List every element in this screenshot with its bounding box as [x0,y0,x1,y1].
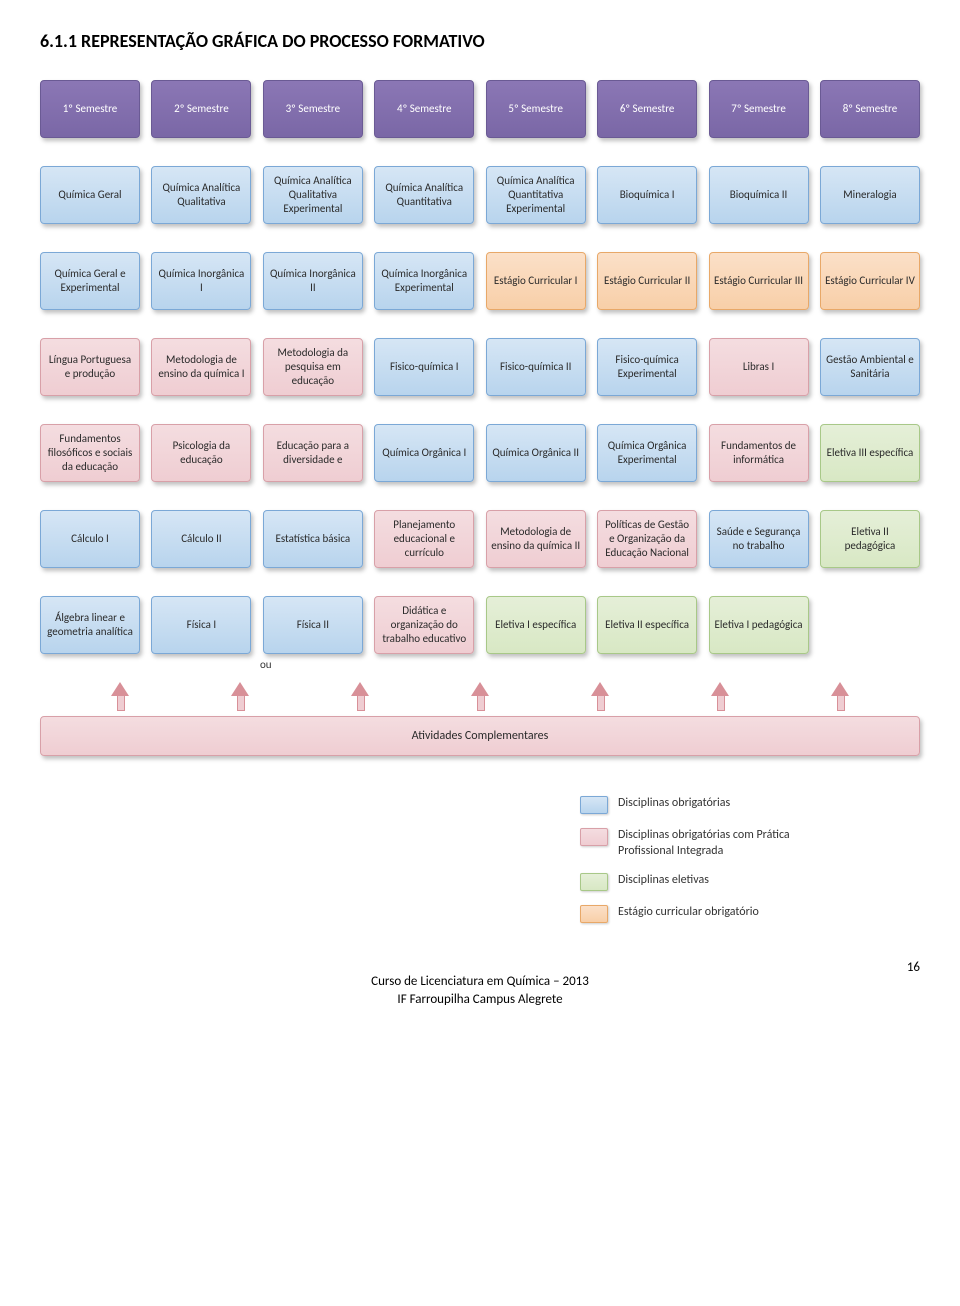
course-box: Bioquímica II [709,166,809,224]
course-box: Cálculo I [40,510,140,568]
legend-label: Disciplinas obrigatórias com Prática Pro… [618,828,838,859]
course-box: Língua Portuguesa e produção [40,338,140,396]
legend-item: Disciplinas obrigatórias [580,796,920,814]
course-box: Cálculo II [151,510,251,568]
legend-item: Disciplinas obrigatórias com Prática Pro… [580,828,920,859]
legend: Disciplinas obrigatórias Disciplinas obri… [580,796,920,923]
footer: 16 Curso de Licenciatura em Química – 20… [40,973,920,1009]
course-box: Estágio Curricular III [709,252,809,310]
semester-header: 3º Semestre [263,80,363,138]
course-box: Planejamento educacional e currículo [374,510,474,568]
course-row: Fundamentos filosóficos e sociais da edu… [40,424,920,482]
course-box: Fisico-química II [486,338,586,396]
course-box: Estatística básica [263,510,363,568]
legend-item: Disciplinas eletivas [580,873,920,891]
semester-header: 4º Semestre [374,80,474,138]
legend-swatch [580,905,608,923]
course-box: Eletiva III específica [820,424,920,482]
course-box: Química Orgânica II [486,424,586,482]
course-box: Química Orgânica I [374,424,474,482]
course-box: Estágio Curricular IV [820,252,920,310]
course-row: Língua Portuguesa e produçãoMetodologia … [40,338,920,396]
legend-item: Estágio curricular obrigatório [580,905,920,923]
semester-header: 2º Semestre [151,80,251,138]
course-box: Mineralogia [820,166,920,224]
arrow-up-icon [471,682,489,696]
course-row: Química Geral e ExperimentalQuímica Inor… [40,252,920,310]
course-box: Química Orgânica Experimental [597,424,697,482]
course-box: Química Analítica Qualitativa Experiment… [263,166,363,224]
course-box: Fundamentos de informática [709,424,809,482]
footer-line2: IF Farroupilha Campus Alegrete [40,991,920,1009]
course-box: Bioquímica I [597,166,697,224]
semester-header: 7º Semestre [709,80,809,138]
semesters-row: 1º Semestre2º Semestre3º Semestre4º Seme… [40,80,920,138]
legend-label: Disciplinas eletivas [618,873,709,889]
legend-label: Estágio curricular obrigatório [618,905,759,921]
arrow-up-icon [351,682,369,696]
course-box: Química Analítica Quantitativa [374,166,474,224]
page-title: 6.1.1 REPRESENTAÇÃO GRÁFICA DO PROCESSO … [40,30,920,52]
course-box: Libras I [709,338,809,396]
arrows-row [40,682,920,696]
arrow-up-icon [711,682,729,696]
course-row: Cálculo ICálculo IIEstatística básicaPla… [40,510,920,568]
course-box: Química Analítica Qualitativa [151,166,251,224]
ou-label: ou [260,658,272,671]
course-box: Eletiva I específica [486,596,586,654]
legend-swatch [580,796,608,814]
course-box: Políticas de Gestão e Organização da Edu… [597,510,697,568]
activities-bar: Atividades Complementares [40,716,920,756]
legend-label: Disciplinas obrigatórias [618,796,730,812]
course-box: Física I [151,596,251,654]
course-box: Eletiva II pedagógica [820,510,920,568]
course-box: Física II [263,596,363,654]
course-box: Eletiva II específica [597,596,697,654]
legend-swatch [580,873,608,891]
course-box: Psicologia da educação [151,424,251,482]
arrow-up-icon [231,682,249,696]
course-box: Metodologia da pesquisa em educação [263,338,363,396]
course-box: Estágio Curricular II [597,252,697,310]
course-box: Saúde e Segurança no trabalho [709,510,809,568]
course-box: Estágio Curricular I [486,252,586,310]
course-box: Educação para a diversidade e [263,424,363,482]
course-box: Fisico-química Experimental [597,338,697,396]
semester-header: 6º Semestre [597,80,697,138]
semester-header: 5º Semestre [486,80,586,138]
footer-line1: Curso de Licenciatura em Química – 2013 [40,973,920,991]
course-box: Fundamentos filosóficos e sociais da edu… [40,424,140,482]
course-box: Fisico-química I [374,338,474,396]
course-row: Química GeralQuímica Analítica Qualitati… [40,166,920,224]
course-box: Química Inorgânica Experimental [374,252,474,310]
semester-header: 8º Semestre [820,80,920,138]
course-box: Didática e organização do trabalho educa… [374,596,474,654]
course-box: Eletiva I pedagógica [709,596,809,654]
page-number: 16 [907,959,920,977]
arrow-up-icon [591,682,609,696]
course-box: Química Geral [40,166,140,224]
course-box: Metodologia de ensino da química II [486,510,586,568]
course-box: Álgebra linear e geometria analítica [40,596,140,654]
semester-header: 1º Semestre [40,80,140,138]
course-box: Química Inorgânica II [263,252,363,310]
course-box: Metodologia de ensino da química I [151,338,251,396]
course-box: Química Analítica Quantitativa Experimen… [486,166,586,224]
course-box: Química Inorgânica I [151,252,251,310]
course-box: Química Geral e Experimental [40,252,140,310]
legend-swatch [580,828,608,846]
course-box: Gestão Ambiental e Sanitária [820,338,920,396]
course-row: Álgebra linear e geometria analíticaFísi… [40,596,920,654]
arrow-up-icon [111,682,129,696]
arrow-up-icon [831,682,849,696]
